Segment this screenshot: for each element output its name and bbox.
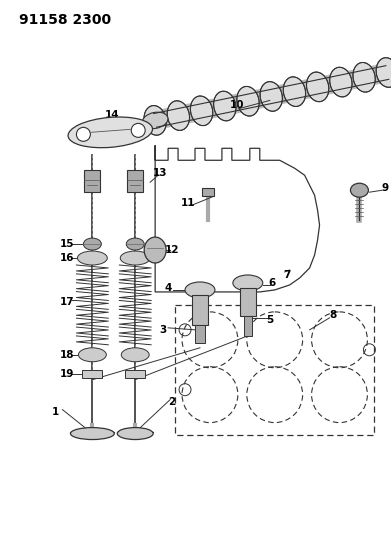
Text: 2: 2	[169, 397, 176, 407]
Text: 16: 16	[60, 253, 75, 263]
Bar	[175, 305, 374, 434]
Text: 18: 18	[60, 350, 75, 360]
Ellipse shape	[121, 348, 149, 362]
Ellipse shape	[144, 237, 166, 263]
Ellipse shape	[144, 106, 166, 135]
Bar	[127, 170, 143, 192]
Circle shape	[76, 127, 91, 141]
Ellipse shape	[120, 251, 150, 265]
Bar	[192, 295, 208, 325]
Ellipse shape	[126, 238, 144, 250]
Ellipse shape	[83, 238, 102, 250]
Text: 10: 10	[230, 100, 244, 110]
Ellipse shape	[78, 251, 107, 265]
Ellipse shape	[376, 58, 392, 87]
Text: 91158 2300: 91158 2300	[19, 13, 111, 27]
Ellipse shape	[78, 348, 106, 362]
Ellipse shape	[191, 96, 213, 126]
Text: 13: 13	[153, 168, 167, 178]
Text: 12: 12	[165, 245, 179, 255]
Text: 4: 4	[164, 283, 172, 293]
Polygon shape	[155, 146, 319, 292]
Circle shape	[131, 123, 145, 138]
Ellipse shape	[71, 427, 114, 440]
Text: 19: 19	[60, 369, 74, 379]
Text: 3: 3	[160, 325, 167, 335]
Bar	[202, 188, 214, 196]
Text: 1: 1	[52, 407, 59, 417]
Text: 11: 11	[181, 198, 195, 208]
Ellipse shape	[260, 82, 282, 111]
Ellipse shape	[142, 112, 168, 128]
Ellipse shape	[283, 77, 306, 107]
Ellipse shape	[233, 275, 263, 291]
Ellipse shape	[68, 117, 152, 148]
Bar	[84, 170, 100, 192]
Ellipse shape	[350, 183, 368, 197]
Text: 9: 9	[382, 183, 389, 193]
Bar	[195, 325, 205, 343]
Text: 15: 15	[60, 239, 75, 249]
Ellipse shape	[353, 62, 375, 92]
Bar	[82, 370, 102, 378]
Text: 6: 6	[268, 278, 275, 288]
Bar	[240, 288, 256, 316]
Ellipse shape	[117, 427, 153, 440]
Text: 14: 14	[105, 110, 120, 120]
Ellipse shape	[330, 67, 352, 97]
Text: 17: 17	[60, 297, 75, 307]
Bar	[244, 316, 252, 336]
Ellipse shape	[307, 72, 329, 102]
Text: 7: 7	[283, 270, 290, 280]
Ellipse shape	[237, 86, 259, 116]
FancyArrowPatch shape	[158, 73, 385, 120]
Ellipse shape	[185, 282, 215, 298]
Ellipse shape	[214, 91, 236, 121]
Bar	[125, 370, 145, 378]
Text: 5: 5	[266, 315, 273, 325]
Ellipse shape	[167, 101, 189, 131]
Text: 8: 8	[329, 310, 336, 320]
